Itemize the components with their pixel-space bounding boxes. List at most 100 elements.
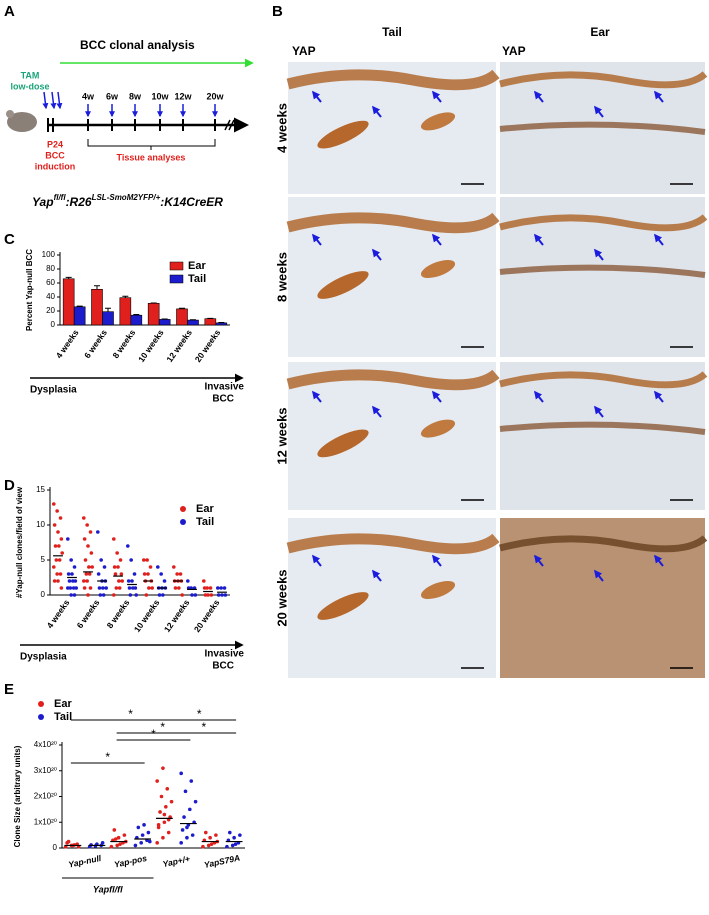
data-point	[58, 572, 63, 576]
bar	[158, 319, 171, 326]
data-point	[101, 586, 105, 590]
data-point	[133, 843, 138, 848]
data-point	[83, 558, 88, 562]
significance-star: *	[201, 720, 206, 734]
data-point	[84, 572, 89, 576]
data-point	[127, 586, 132, 590]
row-label: 8 weeks	[274, 252, 289, 302]
mouse-icon	[6, 110, 14, 118]
data-point	[232, 835, 236, 840]
data-point	[206, 843, 211, 848]
induction-label: BCC	[45, 150, 65, 160]
data-point	[86, 544, 90, 548]
annotation-arrow	[654, 233, 664, 246]
data-point	[82, 579, 86, 583]
annotation-arrow	[432, 90, 442, 103]
data-point	[136, 825, 141, 830]
panel-label: D	[4, 477, 15, 494]
y-tick-label: 0	[41, 590, 46, 599]
significance-star: *	[160, 720, 165, 734]
data-point	[131, 586, 135, 590]
data-point	[69, 558, 73, 562]
data-point	[186, 579, 190, 583]
legend-label: Ear	[54, 698, 72, 710]
genotype-part: :R26	[66, 195, 92, 209]
x-tick-label: 10 weeks	[132, 597, 162, 634]
data-point	[90, 565, 94, 569]
genotype-part: fl/fl	[54, 193, 67, 202]
error-bar	[122, 295, 129, 298]
tam-label: TAM	[21, 70, 40, 80]
data-point	[188, 807, 192, 812]
data-point	[146, 572, 150, 576]
panel-label: B	[272, 3, 283, 20]
data-point	[222, 586, 227, 590]
epidermis	[499, 421, 706, 435]
data-point	[159, 794, 164, 799]
data-point	[166, 830, 171, 835]
data-point	[120, 579, 124, 583]
data-point	[169, 799, 174, 804]
bar	[215, 322, 228, 326]
tam-arrow	[50, 91, 57, 110]
week-label: 4w	[82, 91, 95, 101]
data-point	[82, 516, 86, 520]
data-point	[82, 537, 87, 541]
annotation-arrow	[372, 105, 382, 118]
data-point	[206, 593, 210, 597]
hair-follicle	[317, 592, 369, 620]
x-tick-label: Yap-null	[67, 853, 102, 870]
data-point	[56, 579, 60, 583]
data-point	[82, 586, 87, 590]
y-tick-label: 15	[36, 485, 45, 494]
data-point	[101, 593, 106, 597]
progression-end: BCC	[212, 661, 234, 672]
data-point	[203, 593, 208, 597]
data-point	[142, 823, 146, 827]
tam-arrow	[56, 91, 63, 110]
week-label: 12w	[174, 91, 192, 101]
data-point	[53, 544, 58, 548]
significance-star: *	[128, 707, 133, 721]
analysis-bracket	[87, 139, 216, 150]
data-point	[142, 558, 146, 562]
data-point	[71, 579, 75, 583]
data-point	[52, 502, 56, 506]
legend-label: Tail	[196, 516, 214, 528]
error-bar	[76, 305, 83, 307]
data-point	[180, 593, 184, 597]
data-point	[132, 572, 137, 576]
data-point	[216, 593, 221, 597]
data-point	[145, 558, 149, 562]
data-point	[116, 565, 120, 569]
x-tick-label: 6 weeks	[75, 597, 102, 630]
legend-label: Tail	[54, 711, 72, 723]
data-point	[85, 523, 89, 527]
data-point	[72, 565, 77, 569]
data-point	[182, 815, 186, 819]
bar	[73, 306, 86, 326]
data-point	[175, 572, 179, 576]
epidermis	[499, 371, 708, 389]
column-label: Tail	[382, 25, 402, 39]
data-point	[202, 586, 207, 590]
x-tick-label: 10 weeks	[136, 327, 166, 364]
annotation-arrow	[372, 248, 382, 261]
data-point	[129, 558, 133, 562]
y-tick-label: 3x10²⁰	[34, 766, 57, 775]
significance-star: *	[105, 750, 110, 764]
data-point	[220, 593, 224, 597]
data-point	[55, 509, 59, 513]
x-tick-label: 20 weeks	[192, 597, 222, 634]
data-point	[100, 841, 105, 845]
data-point	[104, 586, 108, 590]
legend-swatch	[180, 506, 186, 512]
bar	[187, 319, 199, 326]
data-point	[155, 841, 159, 845]
x-tick-label: 4 weeks	[45, 597, 72, 630]
epidermis	[499, 71, 708, 89]
data-point	[156, 565, 160, 569]
data-point	[238, 833, 242, 837]
data-point	[233, 842, 238, 846]
data-point	[109, 844, 114, 849]
